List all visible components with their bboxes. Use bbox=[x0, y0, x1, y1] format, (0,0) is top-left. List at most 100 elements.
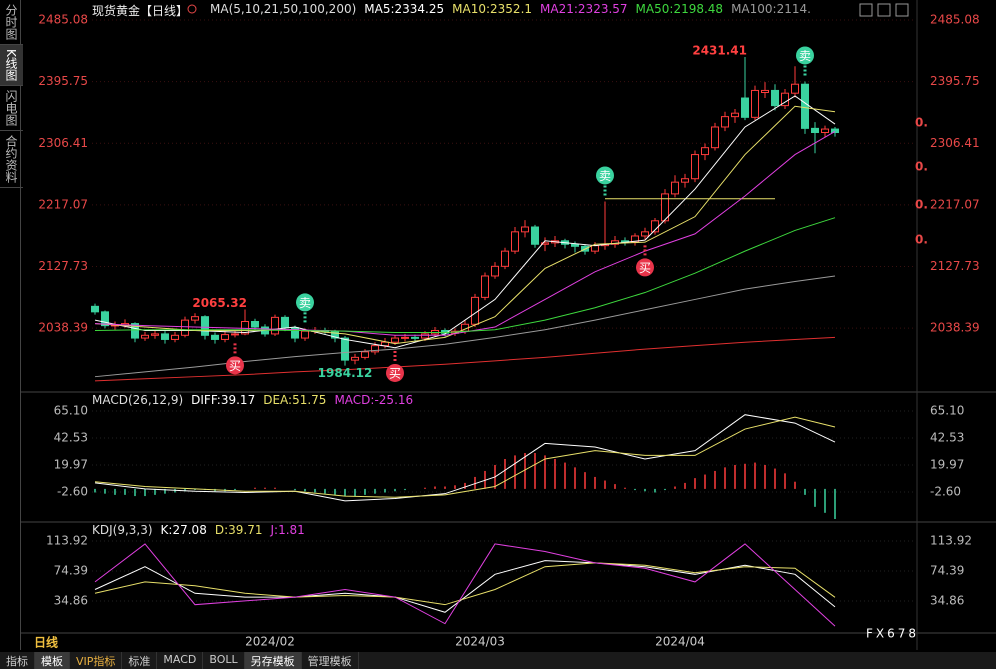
indicator-line bbox=[94, 105, 836, 345]
legend-name: MACD bbox=[334, 393, 371, 407]
candle-body bbox=[191, 316, 199, 321]
legend-name: MA50 bbox=[635, 2, 670, 16]
legend-value: 2334.25 bbox=[394, 2, 445, 16]
legend-value: 27.08 bbox=[172, 523, 207, 537]
legend-item: J:1.81 bbox=[270, 523, 304, 537]
timeframe-tab: 日线 bbox=[34, 635, 58, 650]
toolbar-button[interactable]: VIP指标 bbox=[70, 652, 123, 669]
y-tick-label: 19.97 bbox=[54, 458, 88, 472]
toolbar-button[interactable]: 标准 bbox=[122, 652, 158, 669]
candle-body bbox=[691, 154, 699, 180]
toolbar-button[interactable]: 管理模板 bbox=[302, 652, 359, 669]
candle-body bbox=[351, 356, 359, 361]
candle-body bbox=[731, 112, 739, 118]
toolbar-button[interactable]: 指标 bbox=[0, 652, 35, 669]
side-tab[interactable]: 合约资料 bbox=[0, 131, 23, 188]
candle-body bbox=[771, 89, 779, 107]
legend-item: MA100:2114. bbox=[731, 2, 811, 19]
candle-body bbox=[241, 321, 249, 335]
right-mark: 0. bbox=[915, 233, 928, 247]
signal-text: 卖 bbox=[599, 169, 611, 183]
legend-sep: : bbox=[370, 393, 375, 407]
legend-item: MA10:2352.1 bbox=[452, 2, 532, 19]
candle-body bbox=[751, 89, 759, 118]
signal-text: 卖 bbox=[799, 49, 811, 63]
candle-body bbox=[611, 240, 619, 245]
window-icon bbox=[877, 3, 891, 17]
legend-sep: : bbox=[274, 523, 279, 537]
y-tick-label: 2306.41 bbox=[38, 136, 88, 150]
y-tick-label-right: 2217.07 bbox=[930, 197, 980, 211]
signal-marker bbox=[386, 363, 404, 382]
candle-body bbox=[671, 181, 679, 195]
candle-body bbox=[481, 275, 489, 298]
candle-body bbox=[401, 336, 409, 339]
candle-body bbox=[681, 178, 689, 183]
y-tick-label-right: 2038.39 bbox=[930, 321, 980, 335]
y-tick-label: 2395.75 bbox=[38, 74, 88, 88]
legend-sep: : bbox=[485, 2, 491, 16]
legend-name: MA5 bbox=[364, 2, 391, 16]
legend-name: DEA bbox=[263, 393, 289, 407]
indicator-line bbox=[94, 562, 836, 606]
signal-marker bbox=[596, 166, 614, 185]
candle-body bbox=[541, 242, 549, 245]
legend-value: 1.81 bbox=[278, 523, 305, 537]
side-tab[interactable]: 闪电图 bbox=[0, 86, 23, 131]
candle-body bbox=[381, 341, 389, 347]
toolbar-button[interactable]: BOLL bbox=[203, 652, 245, 669]
candle-body bbox=[271, 316, 279, 335]
candle-body bbox=[801, 83, 809, 129]
macd-header: MACD(26,12,9) DIFF:39.17 DEA:51.75 MACD:-25… bbox=[92, 393, 413, 407]
indicator-line bbox=[94, 336, 836, 382]
signal-marker bbox=[226, 356, 244, 375]
legend-item: D:39.71 bbox=[215, 523, 263, 537]
signal-marker bbox=[796, 46, 814, 65]
candle-body bbox=[571, 243, 579, 247]
candle-body bbox=[531, 226, 539, 245]
side-tab[interactable]: K线图 bbox=[0, 45, 23, 86]
signal-text: 买 bbox=[229, 359, 241, 373]
candle-body bbox=[711, 126, 719, 149]
indicator-line bbox=[94, 95, 836, 349]
toolbar-button[interactable]: MACD bbox=[157, 652, 204, 669]
legend-item: DEA:51.75 bbox=[263, 393, 326, 407]
legend-name: DIFF bbox=[191, 393, 217, 407]
legend-name: MA21 bbox=[540, 2, 574, 16]
sidebar: 分时图 K线图 闪电图 合约资料 bbox=[0, 0, 23, 650]
candle-body bbox=[661, 193, 669, 222]
y-tick-label: -2.60 bbox=[57, 485, 88, 499]
toolbar-button[interactable]: 模板 bbox=[35, 652, 70, 669]
indicator-line bbox=[94, 275, 836, 378]
y-tick-label-right: 2127.73 bbox=[930, 259, 980, 273]
right-mark: 0. bbox=[915, 198, 928, 212]
x-tick-label: 2024/02 bbox=[245, 635, 295, 649]
indicator-line bbox=[94, 416, 836, 498]
candle-body bbox=[91, 305, 99, 313]
candle-body bbox=[471, 296, 479, 325]
candle-body bbox=[591, 245, 599, 252]
y-tick-label: 74.39 bbox=[54, 563, 88, 577]
toolbar-button[interactable]: 另存模板 bbox=[244, 652, 302, 669]
signal-marker bbox=[296, 293, 314, 312]
y-tick-label: 2217.07 bbox=[38, 197, 88, 211]
side-tab[interactable]: 分时图 bbox=[0, 0, 23, 45]
legend-name: MA10 bbox=[452, 2, 486, 16]
legend-item: K:27.08 bbox=[161, 523, 207, 537]
candle-body bbox=[231, 333, 239, 336]
legend-name: MA100 bbox=[731, 2, 773, 16]
candle-body bbox=[361, 351, 369, 358]
legend-value: 2114. bbox=[776, 2, 811, 16]
price-header: 现货黄金【日线】 MA(5,10,21,50,100,200) MA5:2334.2… bbox=[92, 2, 811, 19]
signal-marker bbox=[636, 258, 654, 277]
candle-body bbox=[171, 334, 179, 340]
low-label: 1984.12 bbox=[318, 366, 373, 380]
candle-body bbox=[791, 83, 799, 94]
high-label: 2431.41 bbox=[692, 44, 747, 58]
indicator-line bbox=[94, 217, 836, 334]
indicator-line bbox=[94, 414, 836, 502]
legend-item: MA5:2334.25 bbox=[364, 2, 444, 19]
legend-sep: : bbox=[669, 2, 674, 16]
y-tick-label: 2127.73 bbox=[38, 259, 88, 273]
